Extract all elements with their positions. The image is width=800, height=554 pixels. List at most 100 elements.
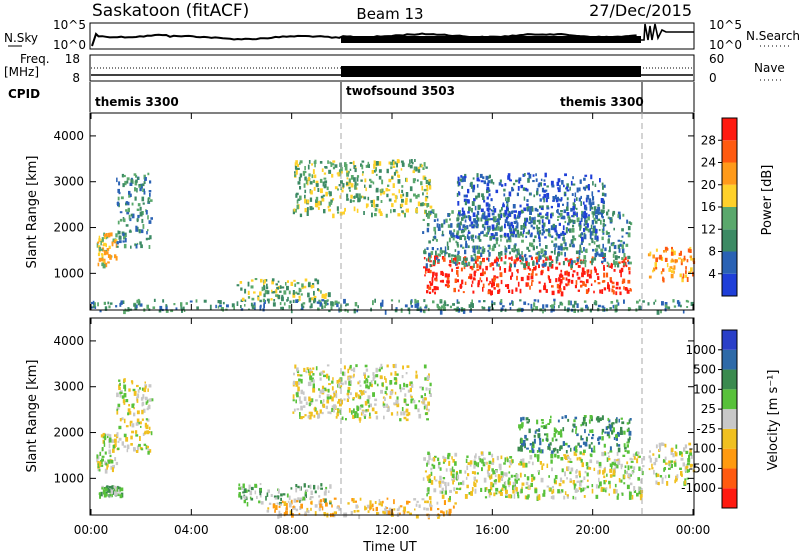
- scatter-pixel: [251, 297, 255, 301]
- scatter-pixel: [459, 482, 463, 485]
- scatter-pixel: [336, 380, 339, 384]
- scatter-pixel: [279, 290, 282, 293]
- scatter-pixel: [578, 480, 581, 483]
- scatter-pixel: [581, 214, 584, 217]
- scatter-pixel: [267, 300, 270, 304]
- scatter-pixel: [308, 160, 311, 164]
- scatter-pixel: [417, 305, 419, 309]
- nsearch-tick-bottom: 10^0: [709, 38, 742, 52]
- scatter-pixel: [551, 485, 554, 489]
- scatter-pixel: [571, 273, 574, 278]
- scatter-pixel: [136, 398, 139, 403]
- scatter-pixel: [344, 380, 347, 385]
- scatter-pixel: [456, 306, 459, 311]
- scatter-pixel: [617, 244, 620, 250]
- scatter-pixel: [375, 506, 378, 512]
- scatter-pixel: [473, 249, 476, 254]
- scatter-pixel: [329, 500, 332, 503]
- scatter-pixel: [348, 381, 351, 386]
- scatter-pixel: [608, 455, 610, 458]
- scatter-pixel: [438, 461, 441, 465]
- scatter-pixel: [461, 217, 464, 221]
- scatter-pixel: [470, 181, 473, 186]
- scatter-pixel: [118, 387, 121, 390]
- scatter-pixel: [551, 235, 554, 238]
- scatter-pixel: [465, 260, 467, 265]
- scatter-pixel: [465, 257, 468, 261]
- scatter-pixel: [574, 192, 577, 198]
- scatter-pixel: [542, 230, 545, 234]
- scatter-pixel: [489, 236, 492, 241]
- scatter-pixel: [323, 294, 327, 299]
- scatter-pixel: [279, 285, 282, 289]
- scatter-pixel: [314, 490, 317, 494]
- scatter-pixel: [569, 243, 572, 248]
- scatter-pixel: [658, 454, 661, 459]
- scatter-pixel: [573, 198, 576, 203]
- scatter-pixel: [580, 285, 583, 288]
- scatter-pixel: [440, 510, 443, 514]
- scatter-pixel: [136, 445, 139, 451]
- scatter-pixel: [520, 209, 523, 214]
- scatter-pixel: [380, 302, 383, 306]
- scatter-pixel: [392, 364, 396, 368]
- scatter-pixel: [303, 285, 307, 289]
- scatter-pixel: [455, 240, 458, 244]
- scatter-pixel: [564, 455, 567, 459]
- scatter-pixel: [468, 276, 470, 279]
- scatter-pixel: [588, 433, 590, 436]
- scatter-pixel: [564, 173, 567, 177]
- scatter-pixel: [688, 469, 690, 473]
- scatter-pixel: [513, 484, 516, 488]
- scatter-pixel: [119, 391, 123, 394]
- scatter-pixel: [133, 303, 137, 307]
- scatter-pixel: [508, 266, 512, 270]
- scatter-pixel: [365, 164, 369, 168]
- scatter-pixel: [531, 207, 534, 212]
- scatter-pixel: [575, 262, 578, 266]
- scatter-pixel: [503, 193, 506, 197]
- scatter-pixel: [679, 273, 682, 278]
- scatter-pixel: [436, 223, 439, 228]
- scatter-pixel: [146, 231, 148, 235]
- scatter-pixel: [318, 500, 322, 505]
- scatter-pixel: [469, 266, 472, 269]
- scatter-pixel: [480, 208, 484, 212]
- scatter-pixel: [288, 305, 291, 309]
- scatter-pixel: [575, 448, 578, 453]
- scatter-pixel: [681, 473, 683, 477]
- scatter-pixel: [104, 436, 107, 441]
- scatter-pixel: [451, 478, 454, 481]
- scatter-pixel: [308, 402, 311, 407]
- scatter-pixel: [444, 273, 448, 278]
- scatter-pixel: [424, 202, 427, 206]
- scatter-pixel: [363, 372, 366, 376]
- colorbar-swatch: [722, 468, 737, 489]
- scatter-pixel: [355, 364, 358, 368]
- scatter-pixel: [478, 249, 481, 254]
- scatter-pixel: [349, 189, 351, 192]
- scatter-pixel: [487, 283, 490, 286]
- scatter-pixel: [439, 249, 443, 254]
- scatter-pixel: [584, 262, 587, 268]
- scatter-pixel: [414, 404, 418, 410]
- scatter-pixel: [388, 161, 391, 165]
- scatter-pixel: [670, 463, 673, 469]
- scatter-pixel: [313, 290, 315, 296]
- scatter-pixel: [660, 271, 663, 275]
- scatter-pixel: [448, 460, 451, 466]
- scatter-pixel: [394, 199, 397, 203]
- freq-tick-bottom: 8: [72, 71, 80, 85]
- scatter-pixel: [556, 181, 560, 187]
- scatter-pixel: [585, 248, 588, 253]
- scatter-pixel: [345, 418, 347, 421]
- scatter-pixel: [608, 288, 611, 292]
- scatter-pixel: [615, 281, 619, 286]
- scatter-pixel: [456, 299, 459, 304]
- scatter-pixel: [254, 305, 256, 311]
- scatter-pixel: [304, 278, 308, 282]
- scatter-pixel: [576, 187, 579, 193]
- scatter-pixel: [295, 392, 299, 396]
- scatter-pixel: [597, 282, 601, 285]
